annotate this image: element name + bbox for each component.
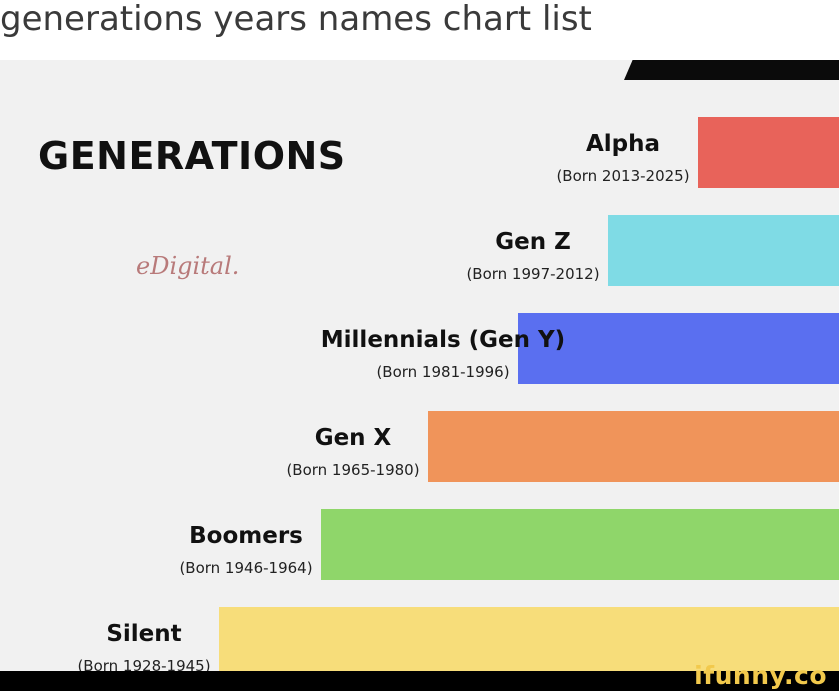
bar-millennials-gen-y <box>518 313 839 384</box>
generation-name-label: Boomers <box>189 523 303 549</box>
page-caption: generations years names chart list <box>0 0 839 60</box>
generations-infographic: GENERATIONS eDigital. Alpha (Born 2013-20… <box>0 60 839 671</box>
generation-name-label: Alpha <box>586 131 660 157</box>
bar-boomers <box>321 509 839 580</box>
generation-name-label: Gen Z <box>495 229 571 255</box>
generation-years-label: (Born 1981-1996) <box>376 363 509 381</box>
generation-years-label: (Born 1928-1945) <box>77 657 210 671</box>
generation-years-label: (Born 1965-1980) <box>286 461 419 479</box>
chart-title: GENERATIONS <box>38 134 346 178</box>
top-decorative-strip <box>624 60 839 80</box>
generation-name-label: Gen X <box>315 425 392 451</box>
brand-logo: eDigital. <box>136 252 240 280</box>
bar-gen-z <box>608 215 839 286</box>
ifunny-watermark: ifunny.co <box>694 661 827 690</box>
bar-gen-x <box>428 411 839 482</box>
footer-bar: ifunny.co <box>0 661 839 691</box>
generation-years-label: (Born 2013-2025) <box>556 167 689 185</box>
generation-name-label: Silent <box>106 621 181 647</box>
generation-name-label: Millennials (Gen Y) <box>321 327 565 353</box>
generations-bar-chart: Alpha (Born 2013-2025) Gen Z (Born 1997-201… <box>77 117 839 671</box>
generation-years-label: (Born 1997-2012) <box>466 265 599 283</box>
generation-years-label: (Born 1946-1964) <box>179 559 312 577</box>
bar-alpha <box>698 117 839 188</box>
bar-silent <box>219 607 839 671</box>
